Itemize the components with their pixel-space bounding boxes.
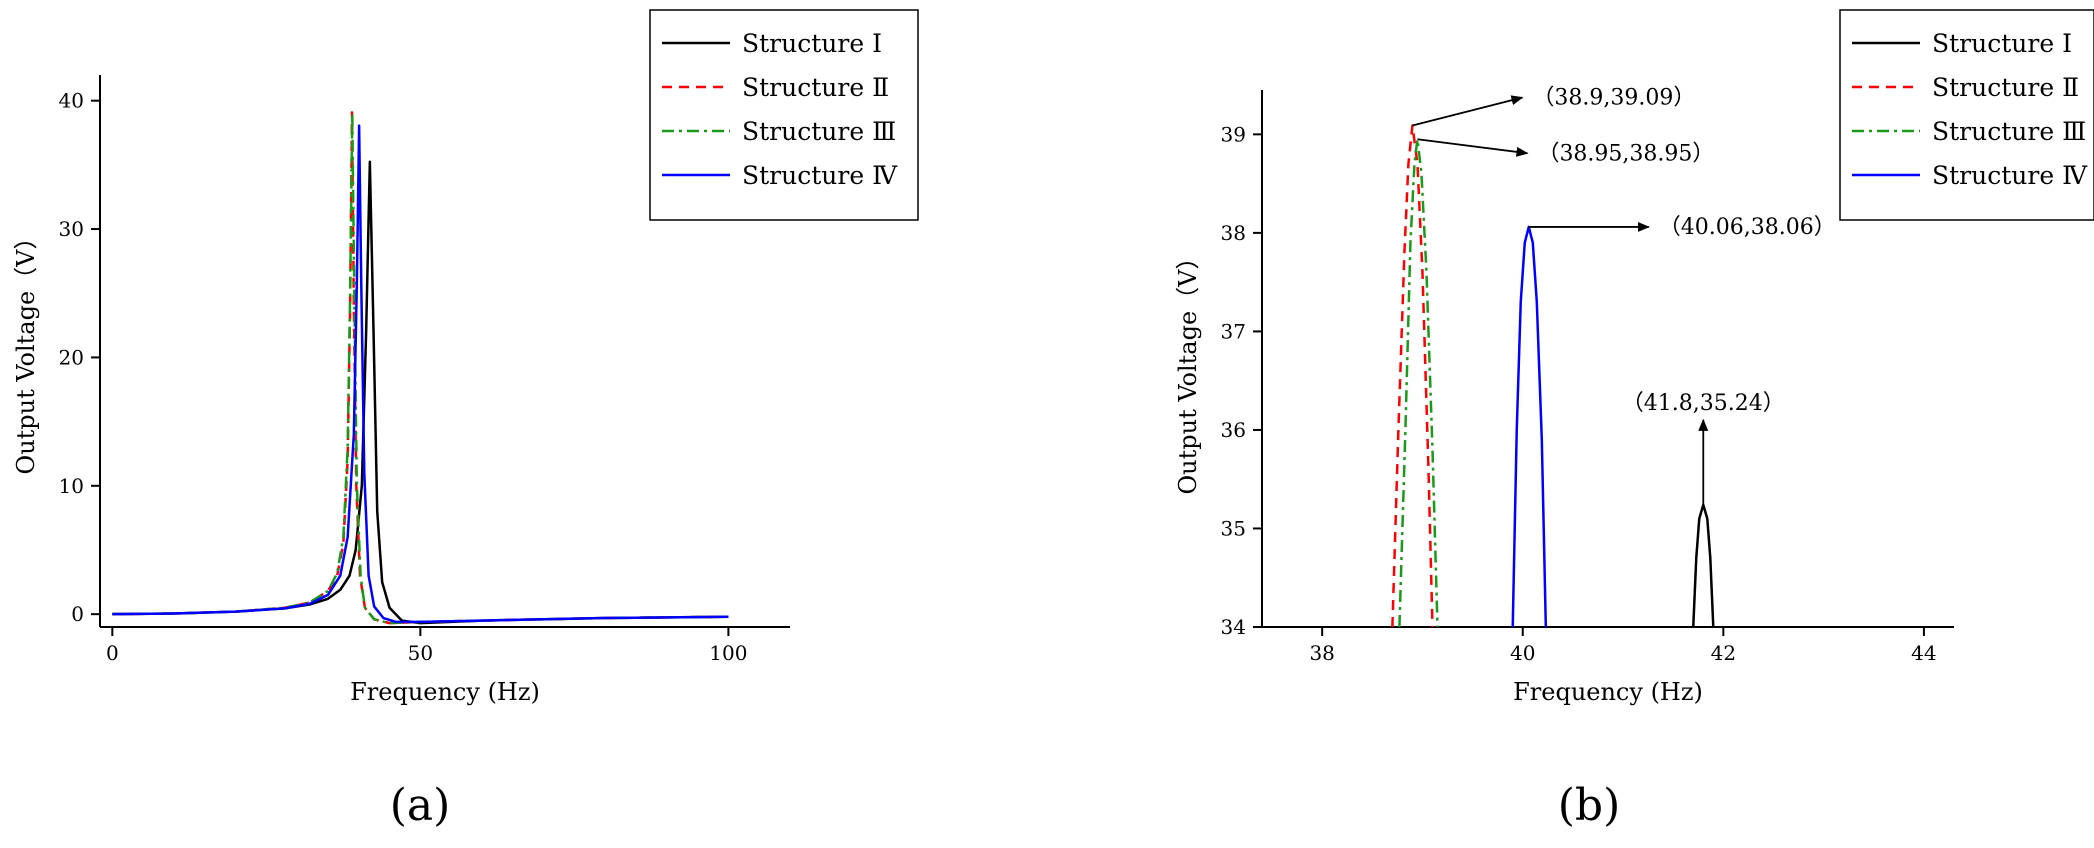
legend-label-1: Structure Ⅰ [1932,29,2072,58]
legend: Structure Ⅰ Structure Ⅱ Structure Ⅲ Structu… [649,9,919,221]
y-tick-label: 20 [59,345,84,369]
legend-label-3: Structure Ⅲ [1932,117,2086,146]
x-axis-label: Frequency (Hz) [350,678,540,706]
y-axis-label: Output Voltage（V） [1174,246,1202,495]
y-tick-label: 10 [59,474,84,498]
x-tick-label: 44 [1911,641,1936,665]
series-line-3 [1398,138,1439,627]
x-tick-label: 38 [1309,641,1334,665]
x-tick-label: 100 [709,641,747,665]
annotation-arrow [1417,138,1529,157]
y-tick-label: 38 [1221,221,1246,245]
y-tick-label: 40 [59,89,84,113]
y-tick-label: 35 [1221,516,1246,540]
series-line-2 [112,111,729,625]
x-tick-label: 42 [1711,641,1736,665]
annotation-label: （41.8,35.24） [1622,391,1785,416]
legend-label-2: Structure Ⅱ [742,73,889,102]
chart-panel-b: 38 40 42 44 34 35 36 37 38 39 Frequency (Hz) Output… [1174,9,2094,831]
annotation-label: （40.06,38.06） [1659,215,1836,240]
annotation-label: （38.9,39.09） [1532,85,1695,110]
y-tick-label: 39 [1221,122,1246,146]
legend-label-4: Structure Ⅳ [1932,161,2088,190]
legend-label-4: Structure Ⅳ [742,161,898,190]
annotation-label: （38.95,38.95） [1537,141,1714,166]
panel-label: (a) [390,780,451,831]
y-tick-label: 37 [1221,319,1246,343]
x-tick-label: 0 [106,641,119,665]
x-tick-label: 50 [408,641,433,665]
legend-box [649,9,919,221]
y-tick-label: 0 [71,602,84,626]
series-line-4 [112,124,729,624]
y-tick-label: 36 [1221,418,1246,442]
x-tick-label: 40 [1510,641,1535,665]
annotation-arrow [1412,95,1524,127]
y-tick-label: 34 [1221,615,1246,639]
legend-box [1839,9,2094,221]
series-line-2 [1391,124,1434,627]
series-line-1 [112,160,729,625]
legend-label-1: Structure Ⅰ [742,29,882,58]
legend-label-3: Structure Ⅲ [742,117,896,146]
panel-label: (b) [1558,780,1621,831]
legend-label-2: Structure Ⅱ [1932,73,2079,102]
series-line-1 [1692,503,1715,627]
series-line-4 [1511,225,1548,627]
legend: Structure Ⅰ Structure Ⅱ Structure Ⅲ Structu… [1839,9,2094,221]
x-axis-label: Frequency (Hz) [1513,678,1703,706]
series-line-3 [112,112,729,625]
y-axis-label: Output Voltage（V） [12,226,40,475]
y-tick-label: 30 [59,217,84,241]
chart-panel-a: 0 50 100 0 10 20 30 40 Frequency (Hz) Output Volt… [12,9,919,831]
